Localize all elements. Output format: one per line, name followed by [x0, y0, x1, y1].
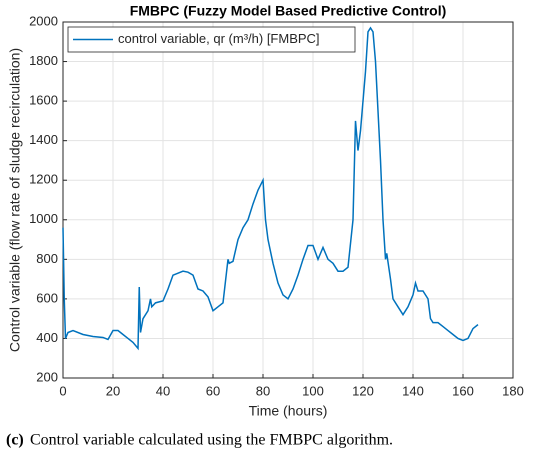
caption-text: Control variable calculated using the FM…: [30, 432, 393, 449]
data-line: [62, 26, 479, 351]
y-tick-label: 1200: [29, 172, 58, 187]
y-tick-label: 2000: [29, 13, 58, 28]
y-tick-label: 1400: [29, 132, 58, 147]
legend-box: [67, 26, 356, 53]
x-tick-label: 20: [106, 383, 120, 398]
x-tick-label: 120: [352, 383, 374, 398]
y-tick-label: 800: [36, 251, 58, 266]
y-tick-label: 1000: [29, 211, 58, 226]
y-tick-label: 1800: [29, 53, 58, 68]
plot-area: [63, 22, 513, 378]
y-axis-label: Control variable (flow rate of sludge re…: [7, 48, 23, 352]
x-tick-label: 140: [402, 383, 424, 398]
x-tick-label: 180: [502, 383, 524, 398]
y-tick-label: 200: [36, 369, 58, 384]
x-tick-label: 60: [206, 383, 220, 398]
x-axis-label: Time (hours): [249, 403, 328, 419]
chart-title: FMBPC (Fuzzy Model Based Predictive Cont…: [130, 3, 447, 19]
axes-box: [62, 21, 514, 379]
y-tick-label: 1600: [29, 93, 58, 108]
y-tick-label: 600: [36, 290, 58, 305]
x-tick-label: 80: [256, 383, 270, 398]
x-tick-label: 160: [452, 383, 474, 398]
x-tick-label: 100: [302, 383, 324, 398]
legend-label: control variable, qr (m³/h) [FMBPC]: [118, 31, 320, 46]
x-tick-label: 40: [156, 383, 170, 398]
x-tick-label: 0: [59, 383, 66, 398]
caption-label: (c): [6, 432, 24, 449]
y-tick-label: 400: [36, 330, 58, 345]
